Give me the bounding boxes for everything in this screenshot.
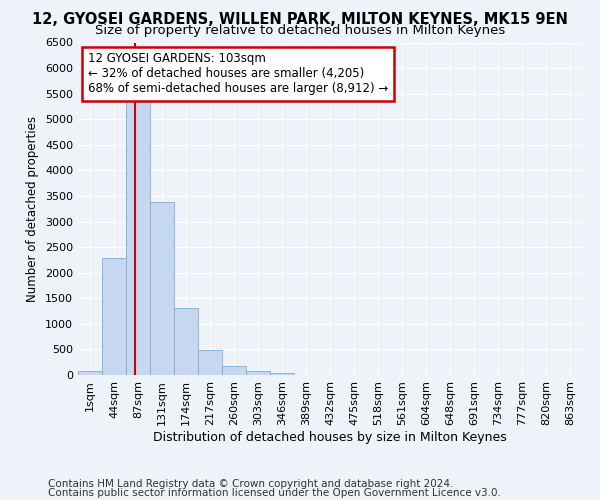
Bar xyxy=(150,202,174,375)
Y-axis label: Number of detached properties: Number of detached properties xyxy=(26,116,40,302)
Text: Size of property relative to detached houses in Milton Keynes: Size of property relative to detached ho… xyxy=(95,24,505,37)
Bar xyxy=(270,373,294,375)
Bar xyxy=(174,308,198,375)
Bar xyxy=(222,366,246,375)
Text: 12 GYOSEI GARDENS: 103sqm
← 32% of detached houses are smaller (4,205)
68% of se: 12 GYOSEI GARDENS: 103sqm ← 32% of detac… xyxy=(88,52,388,96)
X-axis label: Distribution of detached houses by size in Milton Keynes: Distribution of detached houses by size … xyxy=(153,430,507,444)
Text: 12, GYOSEI GARDENS, WILLEN PARK, MILTON KEYNES, MK15 9EN: 12, GYOSEI GARDENS, WILLEN PARK, MILTON … xyxy=(32,12,568,28)
Bar xyxy=(246,371,270,375)
Bar xyxy=(198,350,222,375)
Text: Contains public sector information licensed under the Open Government Licence v3: Contains public sector information licen… xyxy=(48,488,501,498)
Text: Contains HM Land Registry data © Crown copyright and database right 2024.: Contains HM Land Registry data © Crown c… xyxy=(48,479,454,489)
Bar xyxy=(78,372,102,375)
Bar xyxy=(126,98,150,375)
Bar xyxy=(102,258,126,375)
